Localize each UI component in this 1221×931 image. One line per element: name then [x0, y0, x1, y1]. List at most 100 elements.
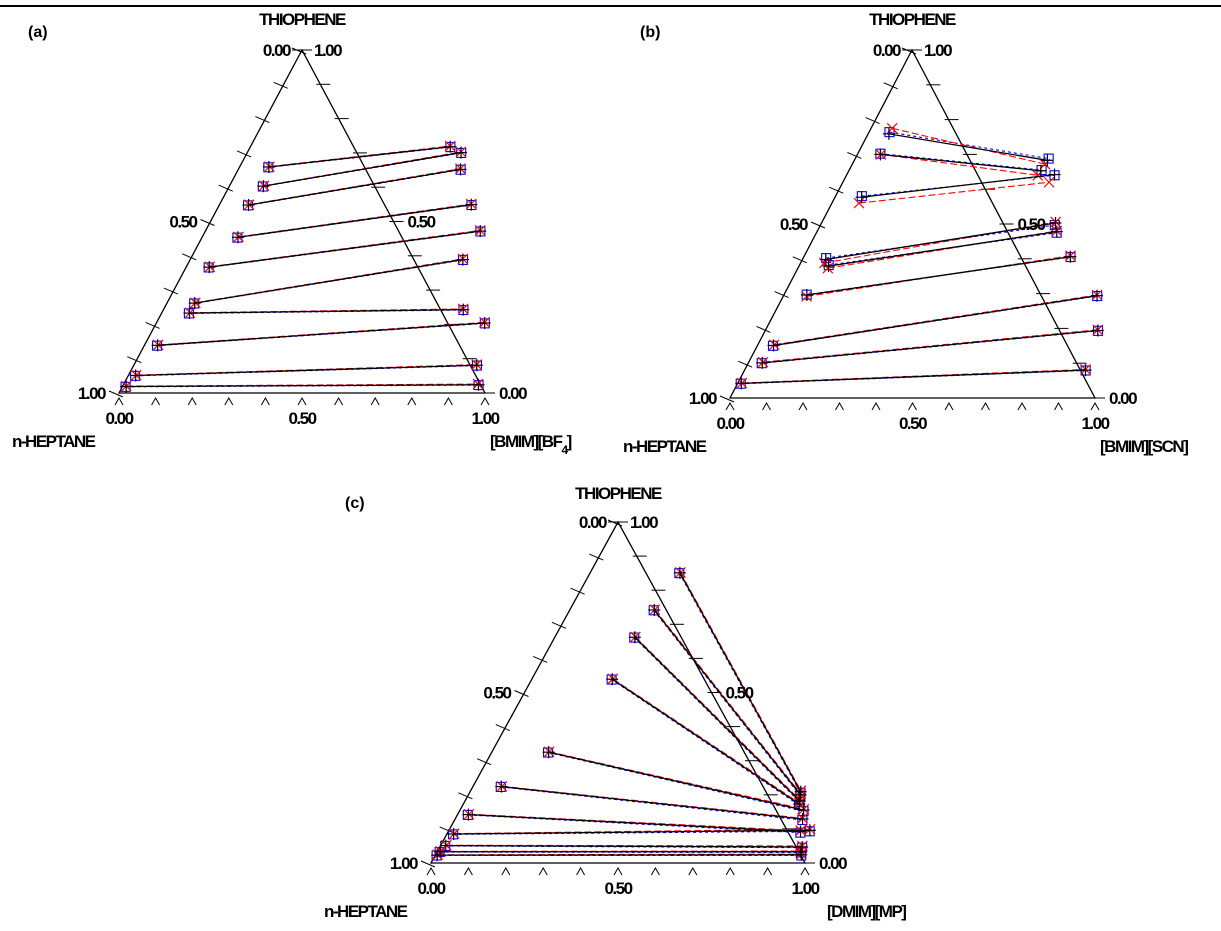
left-tick [901, 47, 917, 55]
left-tick [273, 81, 288, 89]
bottom-tick [187, 396, 197, 406]
tieline-9 [888, 133, 1048, 161]
right-tick-label-mid: 0.50 [726, 684, 754, 703]
bottom-tick [613, 866, 623, 876]
panel-label: (c) [345, 495, 365, 512]
left-tick [514, 690, 529, 697]
left-tick [458, 792, 473, 800]
left-tick [495, 724, 510, 732]
bottom-tick [114, 396, 124, 406]
tieline-7 [858, 181, 1050, 204]
top-vertex-label: THIOPHENE [869, 10, 956, 29]
left-tick [865, 117, 880, 125]
bottom-tick [370, 396, 380, 406]
bottom-tick [224, 396, 234, 406]
left-tick [756, 325, 771, 333]
bottom-tick [835, 401, 844, 411]
left-tick [719, 395, 735, 403]
tieline-7 [548, 751, 804, 811]
bottom-tick [443, 396, 453, 406]
bottom-tick-label-1: 1.00 [1081, 414, 1109, 433]
left-tick-label-top: 0.00 [579, 513, 607, 532]
left-tick [792, 256, 807, 264]
panel-label: (b) [640, 24, 660, 41]
bottom-tick [297, 396, 307, 406]
left-tick-label-top: 0.00 [873, 41, 901, 60]
right-vertex-label: [DMIM][MP] [827, 902, 906, 921]
left-tick [551, 621, 567, 629]
bottom-tick [798, 401, 808, 411]
tieline-9 [633, 637, 800, 803]
bottom-tick [725, 866, 735, 876]
bottom-tick [725, 401, 735, 411]
tieline-8 [612, 678, 800, 804]
bottom-tick [538, 866, 548, 876]
tieline-6 [209, 230, 481, 268]
series-experimental [120, 140, 491, 393]
tieline-10 [653, 609, 801, 797]
tieline-10 [653, 609, 802, 796]
right-tick-label-bottom: 0.00 [499, 384, 527, 403]
marker-extract-9 [1043, 153, 1054, 164]
bottom-tick [480, 396, 490, 406]
tieline-5 [194, 258, 463, 304]
bottom-tick [871, 401, 881, 411]
left-tick [570, 587, 585, 595]
tieline-11 [679, 572, 802, 793]
bottom-tick [688, 866, 698, 876]
left-tick-label-mid: 0.50 [780, 215, 808, 234]
series-experimental [735, 127, 1104, 390]
left-tick [439, 826, 454, 834]
tieline-3 [157, 322, 485, 346]
top-vertex-label: THIOPHENE [259, 10, 346, 29]
tieline-10 [268, 146, 451, 168]
left-tick [291, 47, 307, 55]
tieline-9 [892, 127, 1046, 165]
tieline-1 [741, 369, 1086, 385]
tieline-6 [828, 231, 1057, 267]
tieline-7 [861, 173, 1055, 198]
bottom-tick [650, 866, 660, 876]
bottom-tick-label-0: 0.00 [716, 414, 744, 433]
left-tick [533, 655, 548, 663]
left-vertex-label: n-HEPTANE [12, 432, 96, 451]
bottom-tick [1054, 401, 1063, 411]
bottom-tick-label-1: 1.00 [471, 409, 499, 428]
tieline-1 [126, 384, 479, 388]
tieline-10 [654, 609, 802, 795]
right-vertex-label: [BMIM][SCN] [1100, 437, 1188, 456]
right-vertex-label: [BMIM][BF4] [490, 432, 572, 457]
series-experimental [431, 566, 816, 862]
marker-extract-7-b [1043, 176, 1055, 188]
left-vertex-label: n-HEPTANE [623, 437, 707, 456]
series-model-2 [120, 142, 490, 392]
tieline-8 [880, 153, 1041, 172]
left-tick [774, 291, 789, 299]
tieline-5 [825, 222, 1056, 261]
tieline-4 [806, 256, 1071, 296]
tieline-8 [880, 153, 1038, 176]
bottom-tick [1017, 401, 1027, 411]
left-tick [182, 253, 197, 261]
bottom-tick-label-mid: 0.50 [899, 414, 927, 433]
tieline-11 [679, 572, 802, 791]
left-tick [589, 553, 604, 561]
bottom-tick [1090, 401, 1100, 411]
marker-raffinate-6-b [822, 262, 834, 274]
tieline-5 [468, 813, 801, 833]
left-tick-label-bottom: 1.00 [689, 389, 717, 408]
bottom-tick-label-0: 0.00 [105, 409, 133, 428]
tieline-9 [634, 636, 801, 802]
left-tick [218, 184, 233, 192]
left-tick [236, 150, 252, 158]
bottom-tick [576, 866, 586, 876]
tieline-9 [889, 131, 1049, 160]
left-tick [255, 116, 270, 124]
tieline-3 [773, 295, 1098, 347]
panel-label: (a) [28, 24, 48, 41]
left-tick [883, 82, 898, 90]
left-tick [200, 219, 215, 226]
left-tick-label-mid: 0.50 [483, 684, 511, 703]
